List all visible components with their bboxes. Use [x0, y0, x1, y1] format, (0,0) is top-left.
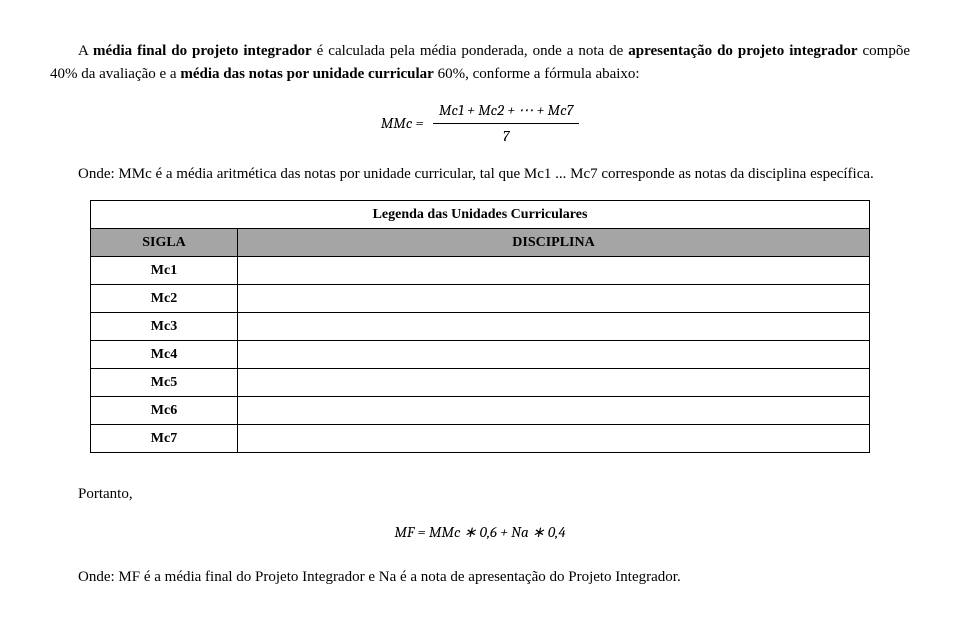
bold-text: apresentação do projeto integrador [628, 43, 857, 59]
cell-disc [238, 424, 870, 452]
intro-paragraph: A média final do projeto integrador é ca… [50, 40, 910, 85]
cell-sigla: Mc3 [91, 312, 238, 340]
cell-sigla: Mc7 [91, 424, 238, 452]
col-header-sigla: SIGLA [91, 228, 238, 256]
formula-mmc: MMc = Mc1 + Mc2 + ⋯ + Mc7 7 [50, 99, 910, 147]
col-header-disciplina: DISCIPLINA [238, 228, 870, 256]
cell-disc [238, 256, 870, 284]
table-row: Mc2 [91, 284, 870, 312]
table-row: Mc1 [91, 256, 870, 284]
cell-disc [238, 368, 870, 396]
formula-denominator: 7 [433, 124, 579, 148]
legend-table: Legenda das Unidades Curriculares SIGLA … [90, 200, 870, 453]
text: é calculada pela média ponderada, onde a… [312, 43, 629, 59]
bold-text: média final do projeto integrador [93, 43, 312, 59]
text: 60%, conforme a fórmula abaixo: [434, 66, 640, 82]
definition-paragraph: Onde: MMc é a média aritmética das notas… [50, 163, 910, 186]
formula-fraction: Mc1 + Mc2 + ⋯ + Mc7 7 [433, 99, 579, 147]
formula-lhs: MMc = [381, 112, 424, 135]
cell-disc [238, 284, 870, 312]
table-row: Mc6 [91, 396, 870, 424]
table-title: Legenda das Unidades Curriculares [91, 200, 870, 228]
cell-sigla: Mc5 [91, 368, 238, 396]
cell-sigla: Mc2 [91, 284, 238, 312]
table-row: Mc4 [91, 340, 870, 368]
formula-mf: MF = MMc ∗ 0,6 + Na ∗ 0,4 [50, 521, 910, 544]
cell-disc [238, 312, 870, 340]
bold-text: média das notas por unidade curricular [180, 66, 434, 82]
portanto-paragraph: Portanto, [50, 483, 910, 506]
cell-sigla: Mc4 [91, 340, 238, 368]
text: A [78, 43, 93, 59]
cell-disc [238, 340, 870, 368]
table-row: Mc5 [91, 368, 870, 396]
table-row: Mc7 [91, 424, 870, 452]
table-row: Mc3 [91, 312, 870, 340]
cell-sigla: Mc1 [91, 256, 238, 284]
cell-disc [238, 396, 870, 424]
formula-numerator: Mc1 + Mc2 + ⋯ + Mc7 [433, 99, 579, 124]
cell-sigla: Mc6 [91, 396, 238, 424]
